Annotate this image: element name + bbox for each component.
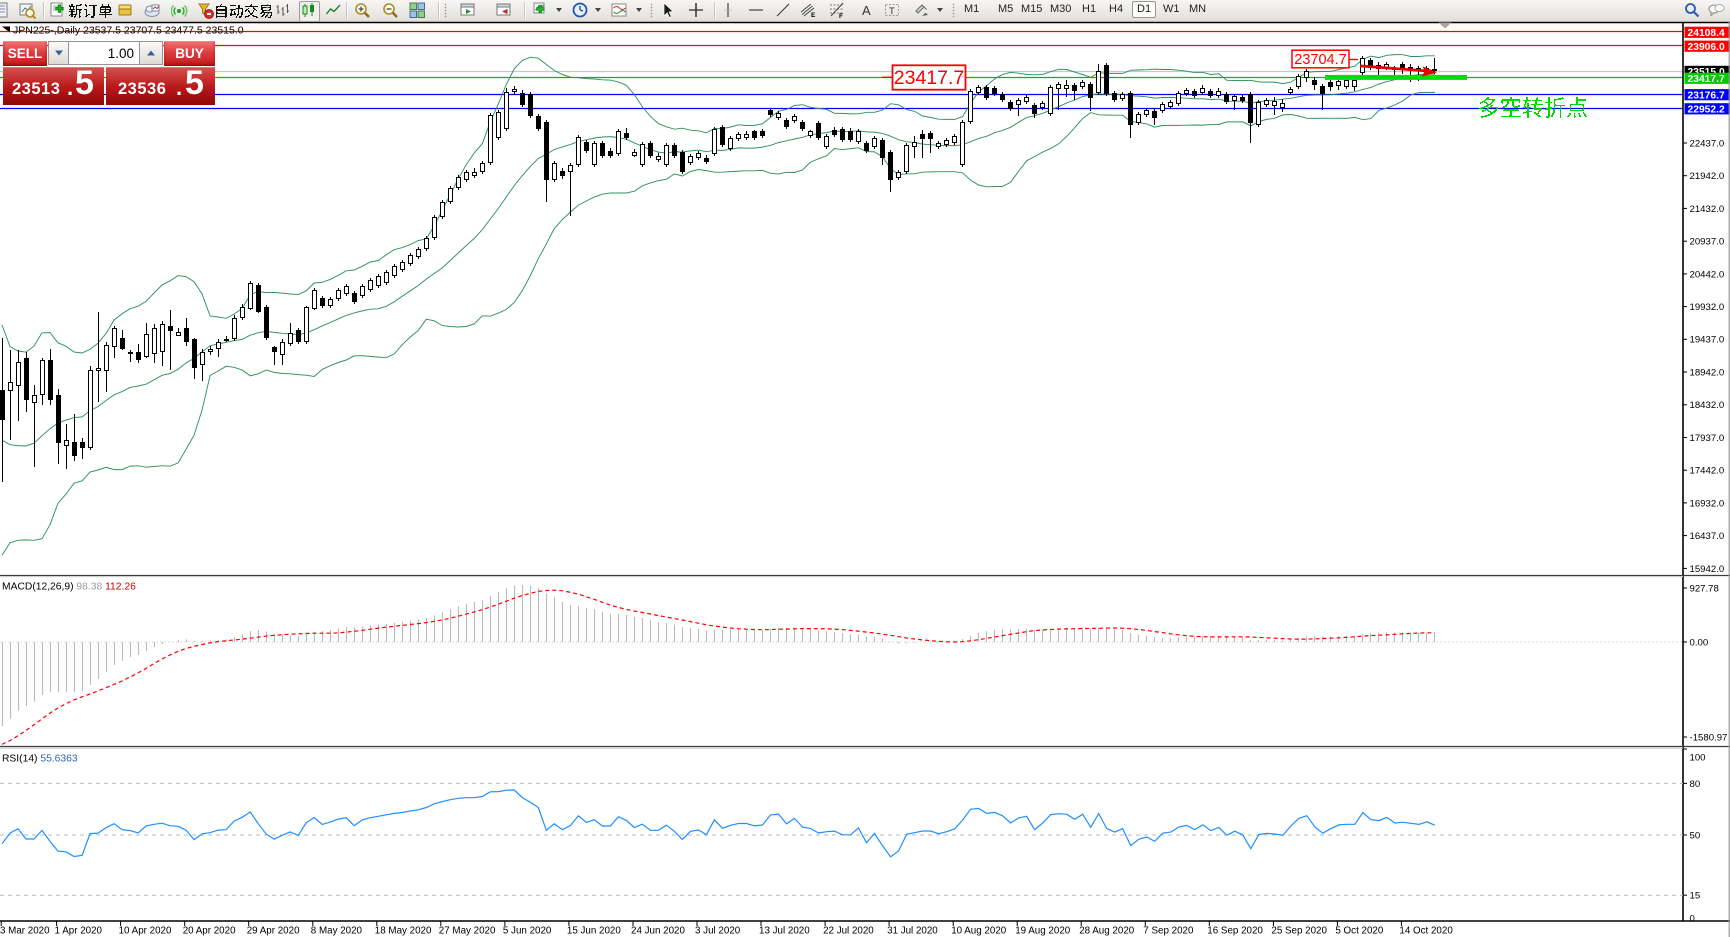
svg-text:17937.0: 17937.0 bbox=[1690, 433, 1725, 444]
svg-text:18 May 2020: 18 May 2020 bbox=[375, 926, 432, 937]
svg-text:22437.0: 22437.0 bbox=[1690, 138, 1725, 149]
svg-text:15 Jun 2020: 15 Jun 2020 bbox=[567, 926, 621, 937]
svg-text:E: E bbox=[811, 12, 816, 19]
svg-text:23417.7: 23417.7 bbox=[894, 67, 965, 89]
svg-text:29 Apr 2020: 29 Apr 2020 bbox=[247, 926, 300, 937]
svg-text:14 Oct 2020: 14 Oct 2020 bbox=[1399, 926, 1453, 937]
svg-text:-1580.97: -1580.97 bbox=[1690, 732, 1728, 743]
svg-text:JPN225-,Daily 23537.5 23707.5: JPN225-,Daily 23537.5 23707.5 23477.5 23… bbox=[13, 25, 244, 37]
svg-text:16932.0: 16932.0 bbox=[1690, 498, 1725, 509]
svg-text:0: 0 bbox=[1690, 913, 1695, 924]
svg-text:1 Apr 2020: 1 Apr 2020 bbox=[55, 926, 103, 937]
svg-text:23704.7: 23704.7 bbox=[1294, 52, 1346, 68]
svg-text:31 Jul 2020: 31 Jul 2020 bbox=[887, 926, 938, 937]
svg-text:19932.0: 19932.0 bbox=[1690, 302, 1725, 313]
svg-text:10 Apr 2020: 10 Apr 2020 bbox=[119, 926, 172, 937]
svg-text:24 Jun 2020: 24 Jun 2020 bbox=[631, 926, 685, 937]
svg-text:80: 80 bbox=[1690, 779, 1701, 790]
svg-text:22952.2: 22952.2 bbox=[1688, 105, 1725, 116]
svg-text:T: T bbox=[889, 6, 895, 17]
svg-text:17442.0: 17442.0 bbox=[1690, 466, 1725, 477]
svg-text:23176.7: 23176.7 bbox=[1688, 91, 1725, 102]
svg-text:18942.0: 18942.0 bbox=[1690, 367, 1725, 378]
svg-text:5 Oct 2020: 5 Oct 2020 bbox=[1335, 926, 1383, 937]
svg-text:21942.0: 21942.0 bbox=[1690, 171, 1725, 182]
svg-text:19 Aug 2020: 19 Aug 2020 bbox=[1015, 926, 1071, 937]
svg-text:24108.4: 24108.4 bbox=[1688, 28, 1725, 39]
svg-text:16 Sep 2020: 16 Sep 2020 bbox=[1207, 926, 1263, 937]
svg-text:27 May 2020: 27 May 2020 bbox=[439, 926, 496, 937]
svg-text:F: F bbox=[839, 13, 843, 19]
svg-text:18432.0: 18432.0 bbox=[1690, 400, 1725, 411]
svg-text:23906.0: 23906.0 bbox=[1688, 42, 1725, 53]
svg-text:100: 100 bbox=[1690, 752, 1706, 763]
svg-text:15942.0: 15942.0 bbox=[1690, 564, 1725, 575]
svg-text:19437.0: 19437.0 bbox=[1690, 335, 1725, 346]
svg-text:16437.0: 16437.0 bbox=[1690, 531, 1725, 542]
svg-text:21432.0: 21432.0 bbox=[1690, 204, 1725, 215]
svg-text:7 Sep 2020: 7 Sep 2020 bbox=[1143, 926, 1194, 937]
svg-text:927.78: 927.78 bbox=[1690, 583, 1719, 594]
svg-text:20442.0: 20442.0 bbox=[1690, 269, 1725, 280]
svg-text:10 Aug 2020: 10 Aug 2020 bbox=[951, 926, 1007, 937]
svg-text:3 Mar 2020: 3 Mar 2020 bbox=[0, 926, 50, 937]
svg-text:50: 50 bbox=[1690, 830, 1701, 841]
svg-text:28 Aug 2020: 28 Aug 2020 bbox=[1079, 926, 1135, 937]
svg-text:3 Jul 2020: 3 Jul 2020 bbox=[695, 926, 741, 937]
svg-text:13 Jul 2020: 13 Jul 2020 bbox=[759, 926, 810, 937]
svg-text:A: A bbox=[862, 3, 871, 18]
svg-text:23417.7: 23417.7 bbox=[1688, 74, 1725, 85]
svg-text:0.00: 0.00 bbox=[1690, 637, 1709, 648]
svg-text:20 Apr 2020: 20 Apr 2020 bbox=[183, 926, 236, 937]
svg-text:5 Jun 2020: 5 Jun 2020 bbox=[503, 926, 552, 937]
svg-text:20937.0: 20937.0 bbox=[1690, 237, 1725, 248]
svg-text:RSI(14) 55.6363: RSI(14) 55.6363 bbox=[2, 754, 78, 765]
svg-text:25 Sep 2020: 25 Sep 2020 bbox=[1271, 926, 1327, 937]
svg-text:MACD(12,26,9) 98.38 112.26: MACD(12,26,9) 98.38 112.26 bbox=[2, 582, 136, 593]
svg-text:8 May 2020: 8 May 2020 bbox=[311, 926, 363, 937]
svg-text:22 Jul 2020: 22 Jul 2020 bbox=[823, 926, 874, 937]
svg-text:15: 15 bbox=[1690, 891, 1701, 902]
